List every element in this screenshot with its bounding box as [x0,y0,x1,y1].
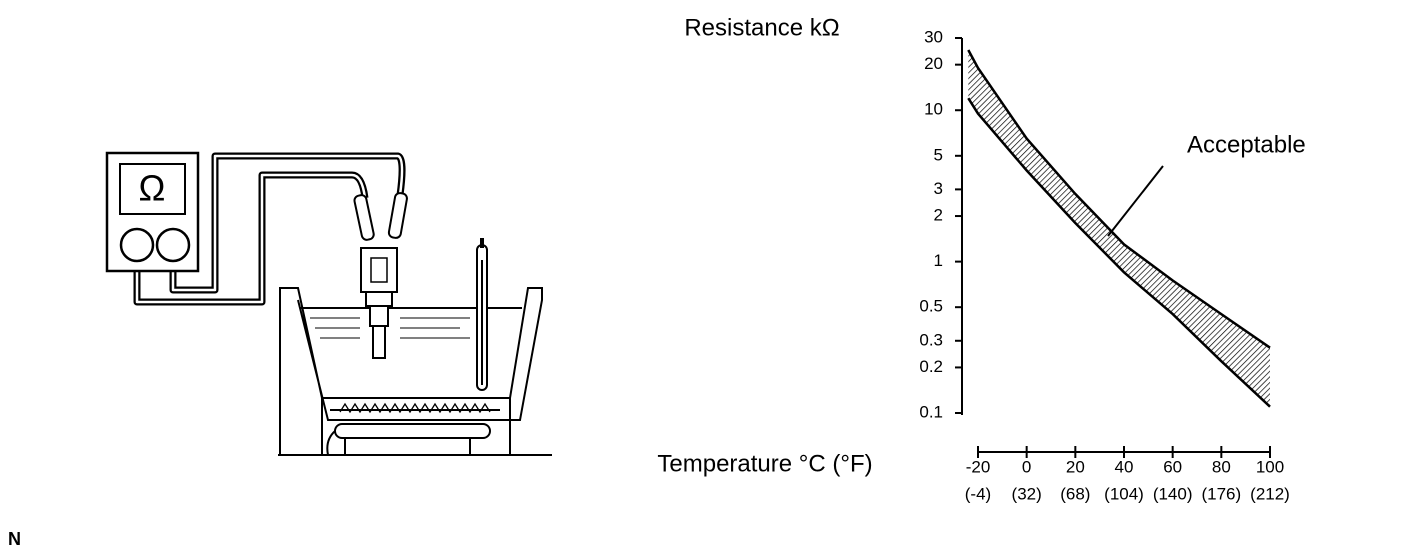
meter-symbol: Ω [139,168,166,209]
leader-line [1107,165,1164,237]
sensor-thread [369,305,389,327]
meter-screen [119,163,186,215]
y-tick-label: 3 [934,179,943,198]
y-tick-label: 20 [924,54,943,73]
x-tick-label: 0 [1022,457,1031,476]
burner [334,423,491,439]
thermometer-top [480,238,484,248]
x-tick-label-f: (-4) [965,484,991,503]
meter-jack [155,227,191,263]
x-tick-label: 100 [1256,457,1284,476]
x-tick-label-f: (176) [1201,484,1241,503]
annotation: Acceptable [1187,131,1306,158]
y-axis-label: Resistance kΩ [684,14,839,41]
probe [387,192,408,239]
y-tick-label: 5 [934,145,943,164]
x-tick-label: 40 [1115,457,1134,476]
x-tick-label: 20 [1066,457,1085,476]
wire [171,154,404,292]
x-tick-label-f: (68) [1060,484,1090,503]
sensor-connector [370,257,388,283]
sensor-tip [372,325,386,359]
x-tick-label: 80 [1212,457,1231,476]
water [310,317,470,339]
lower-limit [967,97,1271,408]
wire [135,173,367,304]
x-tick-label-f: (104) [1104,484,1144,503]
sensor-hex [365,291,393,307]
corner-mark: N [8,529,21,549]
y-tick-label: 0.2 [919,357,943,376]
burner-leg [326,430,471,456]
probe [353,194,375,241]
y-tick-label: 10 [924,100,943,119]
x-tick-label: 60 [1163,457,1182,476]
meter-jack [119,227,155,263]
y-tick-label: 0.1 [919,402,943,421]
y-tick-label: 0.3 [919,330,943,349]
y-tick-label: 30 [924,27,943,46]
y-tick-label: 2 [934,206,943,225]
test-setup: Ω N [8,151,552,549]
x-tick-label-f: (140) [1153,484,1193,503]
x-tick-label-f: (32) [1012,484,1042,503]
acceptable-band [968,50,1270,407]
flame [339,402,491,414]
upper-limit [967,49,1271,349]
y-tick-label: 1 [934,251,943,270]
x-tick-label: -20 [966,457,991,476]
chart: Resistance kΩ Temperature °C (°F) Accept… [657,14,1305,503]
x-axis-label: Temperature °C (°F) [657,450,872,477]
x-tick-label-f: (212) [1250,484,1290,503]
pot [279,287,543,455]
y-tick-label: 0.5 [919,297,943,316]
